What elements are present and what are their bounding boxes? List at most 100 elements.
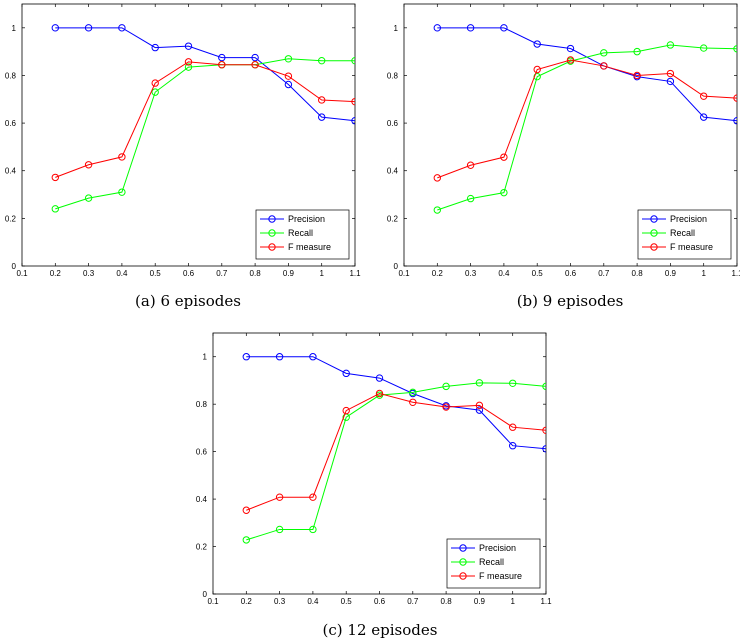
x-tick-label: 0.8 [250, 269, 262, 278]
legend-swatch-marker [268, 215, 276, 223]
data-point-precision [51, 24, 59, 32]
data-point-f-measure [275, 493, 284, 501]
data-point-f-measure [409, 398, 417, 406]
data-point-recall [51, 205, 59, 213]
legend-label-f-measure: F measure [670, 242, 713, 252]
data-point-f-measure [475, 401, 484, 410]
legend: Precision Recall F measure [637, 209, 732, 260]
legend: Precision Recall F measure [255, 209, 350, 260]
data-point-precision [700, 113, 708, 121]
data-point-recall [633, 47, 641, 56]
legend-swatch-marker [650, 243, 658, 251]
data-point-recall [151, 88, 159, 96]
chart-panel-c: 0.1 0.2 0.3 0.4 0.5 0.6 0.7 0.8 0.9 1 1.1 0 0.2 0.4 0.… [196, 332, 552, 639]
panel-caption: (c) 12 episodes [323, 621, 438, 639]
data-point-recall [409, 388, 417, 397]
data-point-f-measure [251, 61, 259, 69]
data-point-recall [318, 56, 326, 65]
y-tick-label: 0.2 [196, 543, 208, 552]
data-point-precision [318, 113, 326, 121]
data-point-f-measure [600, 62, 608, 70]
legend-label-precision: Precision [288, 214, 325, 224]
x-tick-label: 0.4 [116, 269, 128, 278]
data-point-f-measure [375, 389, 384, 398]
x-tick-label: 0.2 [50, 269, 62, 278]
data-point-f-measure [351, 97, 355, 106]
data-point-recall [500, 188, 508, 197]
y-tick-label: 0.8 [196, 400, 208, 409]
y-tick-label: 0 [12, 262, 17, 271]
data-point-f-measure [51, 173, 59, 182]
data-point-f-measure [509, 423, 517, 431]
data-point-f-measure [151, 79, 159, 87]
data-point-precision [284, 80, 293, 89]
y-tick-label: 0.4 [196, 495, 208, 504]
data-point-precision [375, 374, 384, 382]
data-point-precision [184, 42, 193, 50]
data-point-recall [118, 188, 126, 196]
data-point-recall [242, 536, 251, 544]
data-point-precision [218, 53, 226, 62]
x-tick-label: 0.3 [465, 269, 477, 278]
legend: Precision Recall F measure [446, 538, 541, 589]
x-tick-label: 1.1 [540, 597, 552, 606]
y-tick-label: 0.6 [387, 119, 399, 128]
legend-swatch-marker [459, 544, 467, 552]
data-point-recall [309, 525, 317, 534]
legend-label-recall: Recall [288, 228, 313, 238]
chart-panel-b: 0.1 0.2 0.3 0.4 0.5 0.6 0.7 0.8 0.9 1 1.1 0 0.2 0.4 0.… [387, 3, 740, 310]
x-tick-label: 0.1 [207, 597, 219, 606]
data-point-precision [118, 24, 126, 32]
legend-box [446, 538, 541, 589]
x-tick-label: 0.1 [398, 269, 410, 278]
legend-label-recall: Recall [670, 228, 695, 238]
x-tick-label: 0.6 [374, 597, 386, 606]
data-point-recall [184, 63, 193, 71]
x-tick-label: 0.1 [16, 269, 28, 278]
data-point-precision [342, 369, 350, 378]
data-point-recall [351, 56, 355, 65]
series-line-precision [246, 356, 546, 450]
data-point-precision [733, 117, 737, 125]
y-tick-label: 0.2 [5, 214, 17, 223]
chart-panel-a: 0.1 0.2 0.3 0.4 0.5 0.6 0.7 0.8 0.9 1 1.1 0 0.2 0.4 0.… [5, 3, 361, 310]
x-tick-label: 0.7 [216, 269, 228, 278]
data-point-f-measure [84, 161, 93, 169]
x-tick-label: 0.3 [83, 269, 95, 278]
legend-swatch-marker [650, 215, 658, 223]
data-point-f-measure [542, 426, 546, 434]
data-point-recall [275, 525, 284, 534]
panel-caption: (a) 6 episodes [135, 292, 241, 310]
x-tick-label: 1.1 [349, 269, 361, 278]
legend-label-recall: Recall [479, 557, 504, 567]
data-point-recall [433, 206, 441, 214]
data-point-precision [509, 442, 517, 450]
plot-data [433, 24, 737, 214]
x-tick-label: 0.7 [598, 269, 610, 278]
data-point-precision [351, 117, 355, 125]
data-point-f-measure [500, 153, 508, 161]
y-tick-label: 0 [203, 590, 208, 599]
x-tick-label: 0.7 [407, 597, 419, 606]
y-tick-label: 0.6 [196, 448, 208, 457]
data-point-precision [666, 77, 675, 86]
legend-swatch-marker [459, 558, 467, 566]
data-point-f-measure [242, 506, 251, 514]
data-point-recall [284, 55, 293, 63]
data-point-f-measure [566, 56, 575, 64]
data-point-f-measure [309, 493, 317, 501]
legend-label-precision: Precision [479, 543, 516, 553]
y-tick-label: 1 [203, 353, 208, 362]
data-point-f-measure [118, 153, 126, 161]
data-point-precision [275, 353, 284, 361]
data-point-precision [433, 24, 441, 32]
panel-caption: (b) 9 episodes [517, 292, 624, 310]
data-point-precision [500, 24, 508, 32]
x-tick-label: 0.6 [183, 269, 195, 278]
y-tick-label: 0.8 [387, 71, 399, 80]
legend-swatch-marker [268, 229, 276, 237]
data-point-f-measure [284, 72, 293, 80]
data-point-precision [251, 53, 259, 62]
x-tick-label: 1 [510, 597, 515, 606]
